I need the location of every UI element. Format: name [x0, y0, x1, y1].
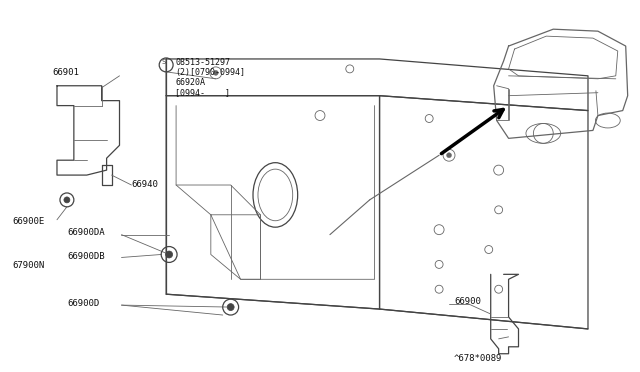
Text: 67900N: 67900N: [12, 262, 45, 270]
Circle shape: [64, 197, 70, 203]
Text: 66900DA: 66900DA: [67, 228, 104, 237]
Text: 66900DB: 66900DB: [67, 251, 104, 260]
Text: 08513-51297: 08513-51297: [175, 58, 230, 67]
Text: (2)[0790-0994]: (2)[0790-0994]: [175, 68, 245, 77]
Text: S: S: [161, 59, 165, 65]
Circle shape: [447, 153, 451, 158]
Text: 66940: 66940: [131, 180, 158, 189]
Text: 66900: 66900: [454, 297, 481, 306]
Text: 66901: 66901: [52, 68, 79, 77]
Text: [0994-    ]: [0994- ]: [175, 88, 230, 97]
Text: 66900E: 66900E: [12, 217, 45, 226]
Circle shape: [227, 304, 234, 311]
Text: 66900D: 66900D: [67, 299, 99, 308]
Circle shape: [213, 70, 218, 76]
Circle shape: [166, 251, 173, 258]
Text: ^678*0089: ^678*0089: [454, 354, 502, 363]
Text: 66920A: 66920A: [175, 78, 205, 87]
